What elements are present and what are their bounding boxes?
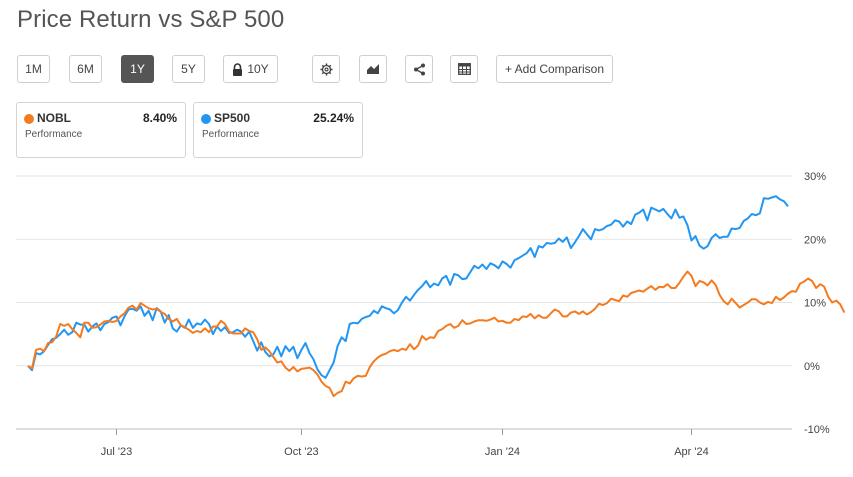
chart-series — [27, 195, 846, 398]
chart-type-button[interactable] — [359, 55, 387, 83]
settings-button[interactable] — [312, 55, 340, 83]
x-axis: Jul '23 Oct '23 Jan '24 Apr '24 — [101, 429, 709, 458]
legend-card-sp500[interactable]: SP500 25.24% Performance — [193, 102, 363, 158]
add-comparison-button[interactable]: + Add Comparison — [496, 55, 613, 83]
series-line-nobl — [27, 270, 846, 398]
period-1m-button[interactable]: 1M — [17, 55, 50, 83]
period-6m-button[interactable]: 6M — [69, 55, 102, 83]
y-axis: 30% 20% 10% 0% -10% — [804, 171, 830, 436]
y-tick-label: 30% — [804, 171, 826, 183]
series-color-dot — [201, 114, 211, 124]
y-tick-label: 10% — [804, 298, 826, 310]
card-label: Performance — [25, 129, 83, 140]
card-symbol: NOBL — [37, 111, 71, 125]
card-label: Performance — [202, 129, 260, 140]
legend-card-nobl[interactable]: NOBL 8.40% Performance — [16, 102, 186, 158]
period-10y-button[interactable]: 10Y — [223, 55, 278, 83]
area-chart-icon — [366, 63, 380, 75]
gear-icon — [319, 62, 333, 76]
x-tick-label: Apr '24 — [674, 446, 709, 458]
series-color-dot — [24, 114, 34, 124]
share-button[interactable] — [405, 55, 433, 83]
price-return-chart[interactable]: 30% 20% 10% 0% -10% Jul '23 Oct '23 Jan '24 Apr… — [0, 160, 853, 477]
chart-gridlines — [16, 175, 792, 430]
card-value: 25.24% — [313, 111, 354, 125]
y-tick-label: -10% — [804, 424, 830, 436]
y-tick-label: 20% — [804, 234, 826, 246]
card-symbol: SP500 — [214, 111, 251, 125]
page-title: Price Return vs S&P 500 — [17, 6, 285, 33]
card-value: 8.40% — [142, 111, 177, 125]
period-10y-label: 10Y — [247, 62, 269, 76]
table-icon — [457, 63, 471, 75]
series-line-sp500 — [27, 195, 789, 379]
period-5y-button[interactable]: 5Y — [172, 55, 205, 83]
x-tick-label: Jan '24 — [485, 446, 520, 458]
toolbar: 1M 6M 1Y 5Y 10Y + Add Comparison — [17, 55, 837, 83]
y-tick-label: 0% — [804, 361, 820, 373]
period-1y-button[interactable]: 1Y — [121, 55, 154, 83]
table-view-button[interactable] — [450, 55, 478, 83]
share-icon — [413, 63, 426, 76]
lock-icon — [232, 62, 243, 76]
x-tick-label: Jul '23 — [101, 446, 132, 458]
x-tick-label: Oct '23 — [284, 446, 319, 458]
